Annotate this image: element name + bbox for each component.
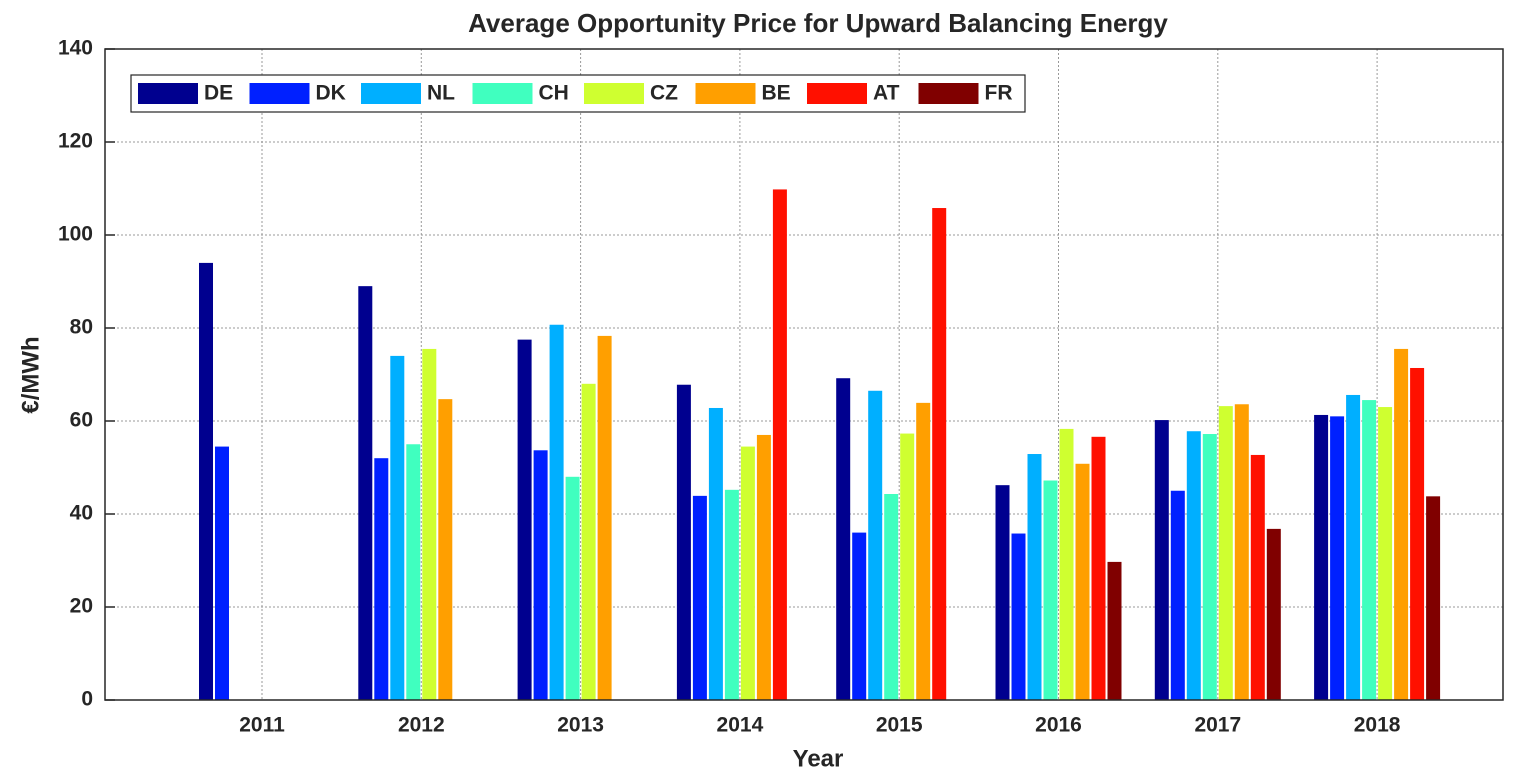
legend-label: BE [762,82,791,105]
bar [916,402,931,700]
bar [438,399,453,700]
bar [740,446,755,700]
x-tick-label: 2016 [1035,714,1082,737]
bar [215,446,229,700]
bar [932,208,947,700]
bar [358,286,373,700]
bar [1234,404,1249,700]
y-tick-label: 140 [58,37,93,60]
legend-label: CH [539,82,569,105]
bar [374,458,389,700]
y-tick-label: 40 [70,502,93,525]
y-tick-label: 20 [70,595,93,618]
bar [581,383,596,700]
bar [868,390,883,700]
legend-label: NL [427,82,455,105]
bar [199,262,213,700]
bar [772,189,787,700]
x-tick-label: 2012 [398,714,445,737]
legend-swatch [918,83,979,104]
bar [1170,490,1185,700]
legend-label: FR [985,82,1013,105]
bar [852,532,867,700]
legend-swatch [584,83,644,104]
bar [1330,416,1345,700]
bar [1362,400,1377,700]
bar [1154,420,1169,700]
legend-label: AT [873,82,900,105]
legend-swatch [138,83,198,104]
legend-swatch [695,83,756,104]
bar [597,335,612,700]
bar [692,495,707,700]
bar [836,378,851,700]
legend-label: DE [204,82,233,105]
legend-swatch [361,83,421,104]
bar [517,339,532,700]
bar [549,324,564,700]
x-axis-label: Year [793,745,844,772]
bar [533,450,548,700]
bar [900,433,915,700]
plot-frame [104,48,1504,701]
bar [1043,480,1058,700]
legend-label: CZ [650,82,678,105]
bar [724,489,739,700]
bar [1059,428,1074,700]
y-axis-label: €/MWh [17,336,44,413]
bar [756,434,771,700]
bar [422,348,437,700]
bar [884,494,899,700]
x-tick-label: 2018 [1354,714,1401,737]
legend-swatch [249,83,310,104]
y-tick-label: 120 [58,130,93,153]
bar [1202,434,1217,700]
bar [1107,561,1122,700]
bar [1394,348,1409,700]
x-tick-label: 2011 [239,714,285,737]
bar [1266,528,1281,700]
bar [1314,414,1329,700]
bar [1378,407,1393,700]
x-tick-label: 2013 [557,714,604,737]
y-tick-label: 0 [81,688,93,711]
legend-swatch [472,83,533,104]
bar [1426,496,1441,700]
bar [995,485,1010,700]
bar [1075,463,1090,700]
bar [676,384,691,700]
bar [708,407,723,700]
bar [1218,406,1233,700]
bar [1186,431,1201,700]
x-tick-label: 2015 [876,714,923,737]
legend-swatch [807,83,867,104]
y-tick-label: 60 [70,409,93,432]
bar [1410,367,1425,700]
y-tick-label: 100 [58,223,93,246]
bar [1027,454,1042,700]
chart-title: Average Opportunity Price for Upward Bal… [468,8,1168,38]
bar [565,476,580,700]
legend-label: DK [316,82,346,105]
bar [1011,533,1026,700]
x-tick-label: 2014 [717,714,764,737]
bar [390,355,405,700]
bar [1091,436,1106,700]
bar [1250,454,1265,700]
bar [406,444,421,700]
x-tick-label: 2017 [1194,714,1241,737]
bar [1346,394,1361,700]
y-tick-label: 80 [70,316,93,339]
